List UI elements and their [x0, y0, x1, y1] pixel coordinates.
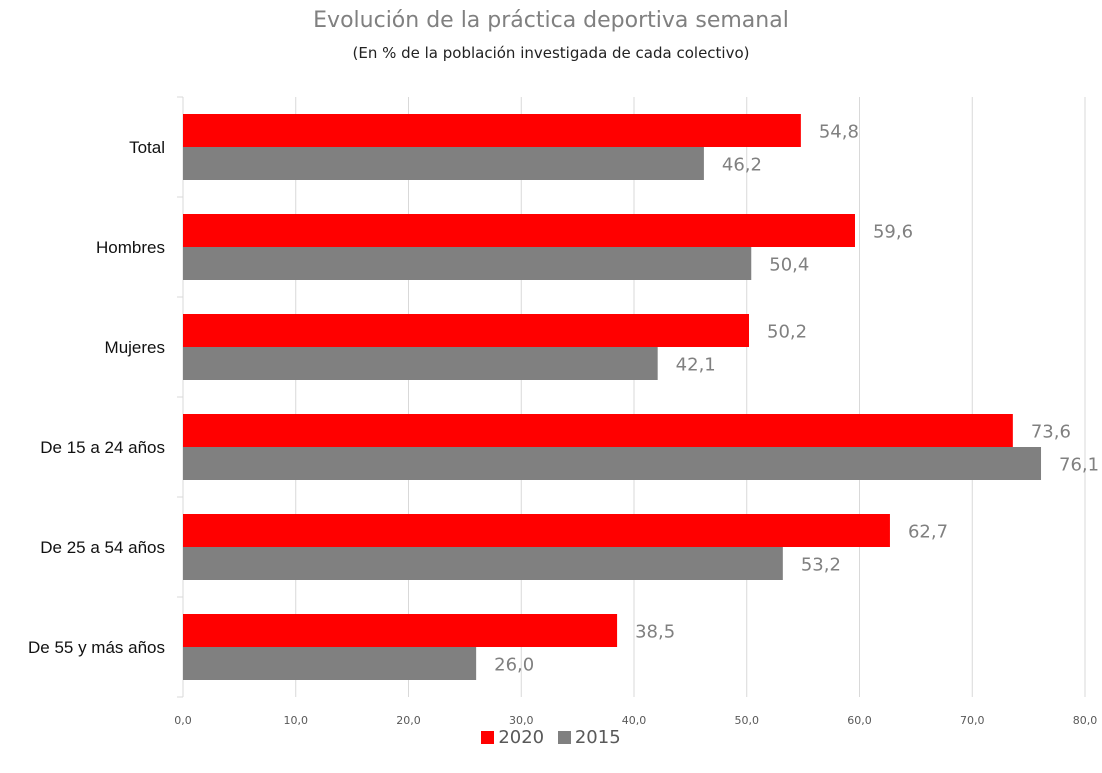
category-axis	[177, 96, 184, 698]
data-label-2020: 54,8	[819, 122, 859, 143]
category-label: De 55 y más años	[28, 638, 165, 657]
data-label-2015: 50,4	[769, 255, 809, 276]
bar-2020-3	[183, 414, 1013, 447]
x-tick-label: 0,0	[174, 714, 192, 727]
legend-swatch-2015	[557, 731, 571, 744]
category-label: De 25 a 54 años	[40, 538, 165, 557]
bar-2020-5	[183, 614, 618, 647]
data-label-2020: 59,6	[873, 222, 913, 243]
category-label: Total	[129, 138, 165, 157]
x-tick-label: 50,0	[735, 714, 760, 727]
data-label-2015: 53,2	[801, 555, 841, 576]
legend-item-2015[interactable]: 2015	[557, 727, 621, 748]
chart-subtitle: (En % de la población investigada de cad…	[352, 44, 750, 62]
legend: 2020 2015	[0, 727, 1102, 748]
data-label-2020: 50,2	[767, 322, 807, 343]
bar-2015-3	[183, 447, 1042, 480]
legend-label-2015: 2015	[574, 727, 621, 748]
data-label-2020: 73,6	[1031, 422, 1071, 443]
data-label-2020: 62,7	[908, 522, 948, 543]
bar-2020-4	[183, 514, 890, 547]
x-tick-label: 20,0	[396, 714, 421, 727]
legend-swatch-2020	[481, 731, 495, 744]
x-tick-label: 70,0	[960, 714, 985, 727]
x-tick-label: 80,0	[1073, 714, 1098, 727]
bar-2020-2	[183, 314, 750, 347]
chart-title: Evolución de la práctica deportiva seman…	[313, 8, 789, 33]
bar-2020-0	[183, 114, 801, 147]
category-label: Hombres	[96, 238, 165, 257]
x-tick-label: 60,0	[847, 714, 872, 727]
x-tick-label: 40,0	[622, 714, 647, 727]
bar-2015-0	[183, 147, 704, 180]
data-label-2015: 76,1	[1059, 455, 1099, 476]
bar-2015-2	[183, 347, 658, 380]
data-label-2015: 42,1	[676, 355, 716, 376]
labels: 0,0 10,0 20,0 30,0 40,0 50,0 60,0 70,0 80,0 Total…	[28, 122, 1099, 728]
category-label: Mujeres	[105, 338, 165, 357]
x-tick-label: 10,0	[284, 714, 309, 727]
bar-2015-5	[183, 647, 477, 680]
legend-item-2020[interactable]: 2020	[481, 727, 544, 748]
data-label-2020: 38,5	[635, 622, 675, 643]
category-label: De 15 a 24 años	[40, 438, 165, 457]
legend-label-2020: 2020	[498, 727, 545, 748]
bar-2015-1	[183, 247, 752, 280]
data-label-2015: 26,0	[494, 655, 534, 676]
data-label-2015: 46,2	[722, 155, 762, 176]
bar-2020-1	[183, 214, 855, 247]
x-tick-label: 30,0	[509, 714, 534, 727]
bar-2015-4	[183, 547, 783, 580]
bars	[183, 114, 1042, 680]
gridlines	[295, 97, 1086, 697]
